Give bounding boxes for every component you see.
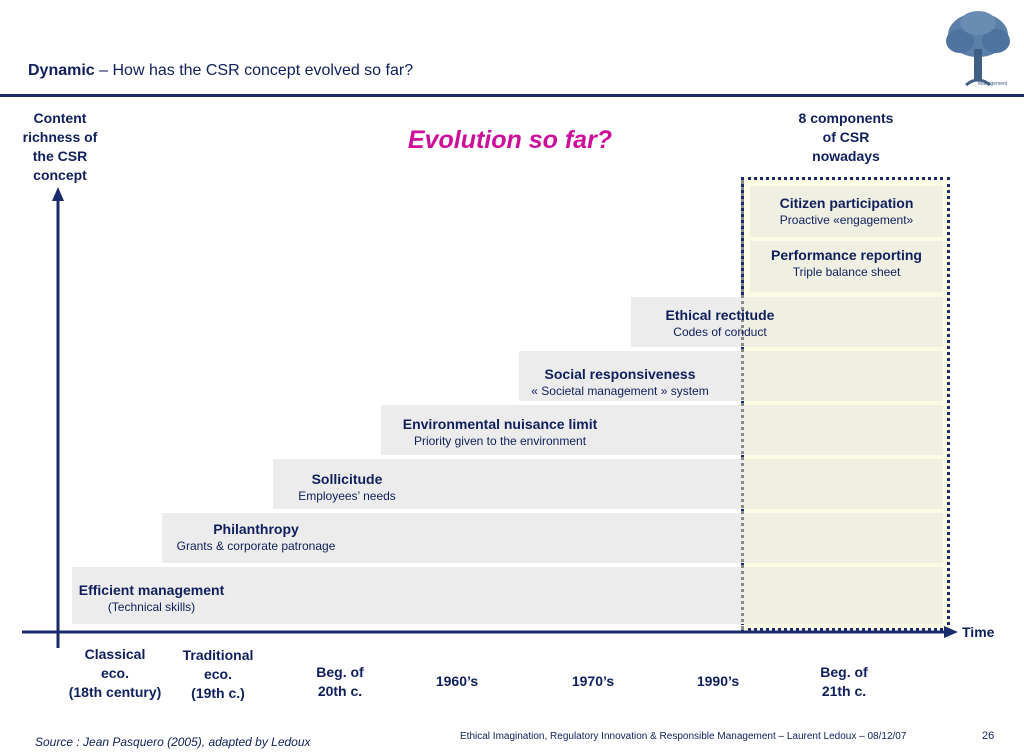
stage-title: Citizen participation (779, 195, 914, 211)
time-line: Classical (84, 646, 146, 662)
y-label-line: richness of (22, 129, 98, 145)
stage-title: Social responsiveness (544, 366, 696, 382)
time-line: 1970’s (571, 673, 615, 689)
time-line: 1960’s (435, 673, 479, 689)
box-tint (744, 513, 943, 563)
box-tint (744, 297, 943, 347)
stage-title: Environmental nuisance limit (402, 416, 598, 432)
title-bold: Dynamic (28, 62, 95, 79)
time-line: 20th c. (317, 683, 363, 699)
stage-subtitle: (Technical skills) (107, 600, 196, 614)
y-label-line: Content (33, 110, 87, 126)
source-note: Source : Jean Pasquero (2005), adapted b… (35, 735, 311, 749)
stage-title: Ethical rectitude (665, 307, 775, 323)
slide-title: Dynamic – How has the CSR concept evolve… (28, 62, 413, 80)
stage-subtitle: Grants & corporate patronage (176, 539, 336, 553)
performance-band (750, 241, 943, 292)
stage-sollicitude: Sollicitude Employees’ needs (282, 471, 412, 503)
page-number: 26 (982, 730, 995, 742)
stage-title: Sollicitude (311, 471, 383, 487)
stage-title: Efficient management (78, 582, 225, 598)
stage-environmental: Environmental nuisance limit Priority gi… (385, 416, 615, 448)
svg-text:Management: Management (978, 81, 1008, 87)
stage-citizen: Citizen participation Proactive «engagem… (750, 195, 943, 227)
box-tint (744, 459, 943, 509)
stage-subtitle: Priority given to the environment (413, 434, 587, 448)
y-label-line: concept (33, 167, 87, 183)
stage-philanthropy: Philanthropy Grants & corporate patronag… (166, 521, 346, 553)
components-label-line: of CSR (822, 129, 870, 145)
header-rule (0, 94, 1024, 97)
time-line: Traditional (182, 647, 254, 663)
time-label-1960s: 1960’s (417, 672, 497, 691)
stage-efficient: Efficient management (Technical skills) (64, 582, 239, 614)
stage-subtitle: Triple balance sheet (792, 265, 901, 279)
stage-title: Philanthropy (213, 521, 299, 537)
footer-credit: Ethical Imagination, Regulatory Innovati… (460, 731, 907, 742)
y-arrowhead (52, 187, 64, 201)
x-arrowhead (944, 626, 958, 638)
time-line: 1990’s (696, 673, 740, 689)
time-line: eco. (203, 666, 232, 682)
tree-logo: Philo Management (938, 5, 1018, 93)
x-axis-label: Time (962, 624, 995, 640)
time-label-20th: Beg. of 20th c. (295, 663, 385, 701)
citizen-band (750, 186, 943, 237)
box-tint (744, 351, 943, 401)
stage-subtitle: Employees’ needs (298, 489, 396, 503)
box-tint (744, 405, 943, 455)
y-axis-label: Content richness of the CSR concept (12, 109, 108, 185)
time-line: Beg. of (316, 664, 364, 680)
y-label-line: the CSR (32, 148, 88, 164)
headline: Evolution so far? (407, 126, 613, 154)
time-label-1990s: 1990’s (678, 672, 758, 691)
stage-title: Performance reporting (771, 247, 922, 263)
stage-subtitle: Proactive «engagement» (779, 213, 914, 227)
time-line: Beg. of (820, 664, 868, 680)
time-line: 21th c. (821, 683, 867, 699)
time-label-traditional: Traditional eco. (19th c.) (168, 646, 268, 703)
stage-subtitle: Codes of conduct (673, 325, 767, 339)
box-tint (744, 567, 943, 624)
time-line: (19th c.) (191, 685, 245, 701)
stage-subtitle: « Societal management » system (531, 384, 709, 398)
components-label-line: nowadays (812, 148, 880, 164)
stage-social: Social responsiveness « Societal managem… (515, 366, 725, 398)
dotted-divider (741, 180, 744, 630)
components-label-line: 8 components (798, 110, 894, 126)
tree-icon: Philo Management (946, 11, 1010, 87)
time-line: (18th century) (68, 684, 162, 700)
svg-text:Philo: Philo (958, 69, 972, 75)
time-line: eco. (100, 665, 129, 681)
title-rest: – How has the CSR concept evolved so far… (94, 62, 414, 79)
time-label-classical: Classical eco. (18th century) (55, 645, 175, 702)
stage-performance: Performance reporting Triple balance she… (750, 247, 943, 279)
components-label: 8 components of CSR nowadays (780, 109, 912, 166)
stage-ethical: Ethical rectitude Codes of conduct (640, 307, 800, 339)
time-label-21th: Beg. of 21th c. (799, 663, 889, 701)
time-label-1970s: 1970’s (553, 672, 633, 691)
